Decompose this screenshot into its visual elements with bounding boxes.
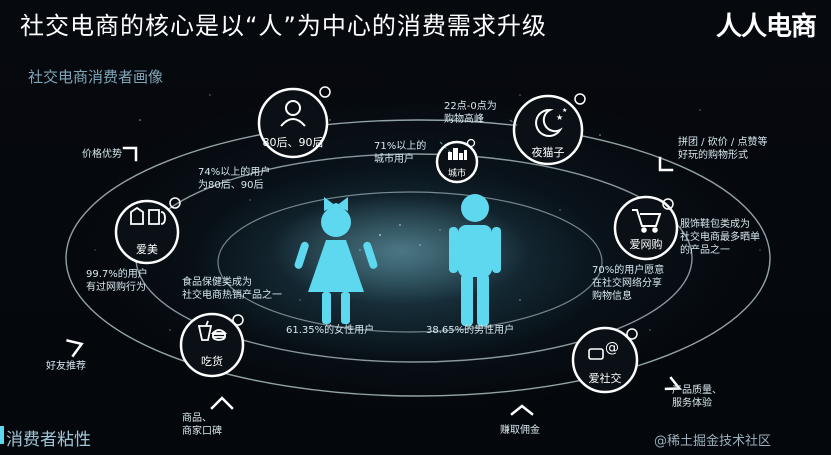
chevron-friend-icon xyxy=(66,339,84,358)
chat-icon: @ xyxy=(588,340,619,360)
chevron-goods-icon xyxy=(210,396,234,410)
chevrons xyxy=(66,146,682,416)
person-icon xyxy=(280,100,306,127)
node-night-owl: ★ ★ xyxy=(512,93,586,166)
annotation-social: 70%的用户愿意 在社交网络分享 购物信息 xyxy=(592,265,665,302)
node-circles: ★ ★ xyxy=(114,86,679,394)
node-label-social: 爱社交 xyxy=(588,372,622,385)
leader-lines xyxy=(439,119,519,153)
label-price-advantage: 价格优势 xyxy=(82,149,122,160)
clothes-icon xyxy=(130,206,166,225)
moon-icon: ★ ★ xyxy=(535,107,567,137)
page-title: 社交电商的核心是以“人”为中心的消费需求升级 xyxy=(20,12,547,40)
chevron-price-icon xyxy=(122,146,138,162)
cart-icon xyxy=(632,209,662,233)
male-percentage-label: 38.65%的男性用户 xyxy=(426,325,515,336)
male-figure-icon xyxy=(449,194,501,326)
footer-stickiness: 消费者粘性 xyxy=(6,430,91,450)
annotation-beauty: 99.7%的用户 有过网购行为 xyxy=(86,269,148,293)
label-friend-recommend: 好友推荐 xyxy=(46,361,86,372)
label-fun-shopping: 拼团 / 砍价 / 点赞等 好玩的购物形式 xyxy=(678,137,768,161)
node-beauty xyxy=(114,197,181,265)
node-label-beauty: 爱美 xyxy=(136,243,158,256)
chevron-commission-icon xyxy=(510,404,534,416)
female-figure-icon xyxy=(294,197,378,324)
node-online-shopping xyxy=(613,195,679,261)
node-label-city: 城市 xyxy=(447,169,466,179)
watermark: @稀土掘金技术社区 xyxy=(654,434,772,449)
node-foodie xyxy=(179,312,245,378)
footer-marker xyxy=(0,426,4,444)
chevron-group-icon xyxy=(658,156,674,172)
annotation-food: 食品保健类成为 社交电商热销产品之一 xyxy=(182,277,282,301)
svg-text:★: ★ xyxy=(556,113,563,122)
annotation-age: 74%以上的用户 为80后、90后 xyxy=(198,167,271,191)
section-subtitle: 社交电商消费者画像 xyxy=(28,68,164,86)
node-label-80s-90s: 80后、90后 xyxy=(262,136,324,149)
label-product-quality: 产品质量、 服务体验 xyxy=(672,385,722,409)
brand-logo: 人人电商 xyxy=(716,12,817,42)
food-icon xyxy=(197,320,228,341)
annotation-night: 22点-0点为 购物高峰 xyxy=(444,101,497,125)
node-city xyxy=(435,138,479,184)
label-earn-commission: 赚取佣金 xyxy=(500,425,540,436)
svg-text:@: @ xyxy=(605,340,619,356)
annotation-city: 71%以上的 城市用户 xyxy=(374,141,427,165)
chevron-quality-icon xyxy=(664,376,682,391)
node-label-foodie: 吃货 xyxy=(201,355,223,368)
female-percentage-label: 61.35%的女性用户 xyxy=(286,325,375,336)
node-social: @ xyxy=(571,326,639,394)
node-label-online-shopping: 爱网购 xyxy=(629,238,663,251)
node-80s-90s xyxy=(257,86,331,159)
svg-text:★: ★ xyxy=(562,107,567,114)
city-icon xyxy=(448,148,467,160)
annotation-shopping: 服饰鞋包类成为 社交电商最多晒单 的产品之一 xyxy=(680,219,760,256)
label-merchant-reputation: 商品、 商家口碑 xyxy=(182,413,222,437)
orbit-ring-outer xyxy=(65,119,771,397)
orbit-ring-inner xyxy=(217,191,603,333)
node-label-night-owl: 夜猫子 xyxy=(531,146,565,159)
